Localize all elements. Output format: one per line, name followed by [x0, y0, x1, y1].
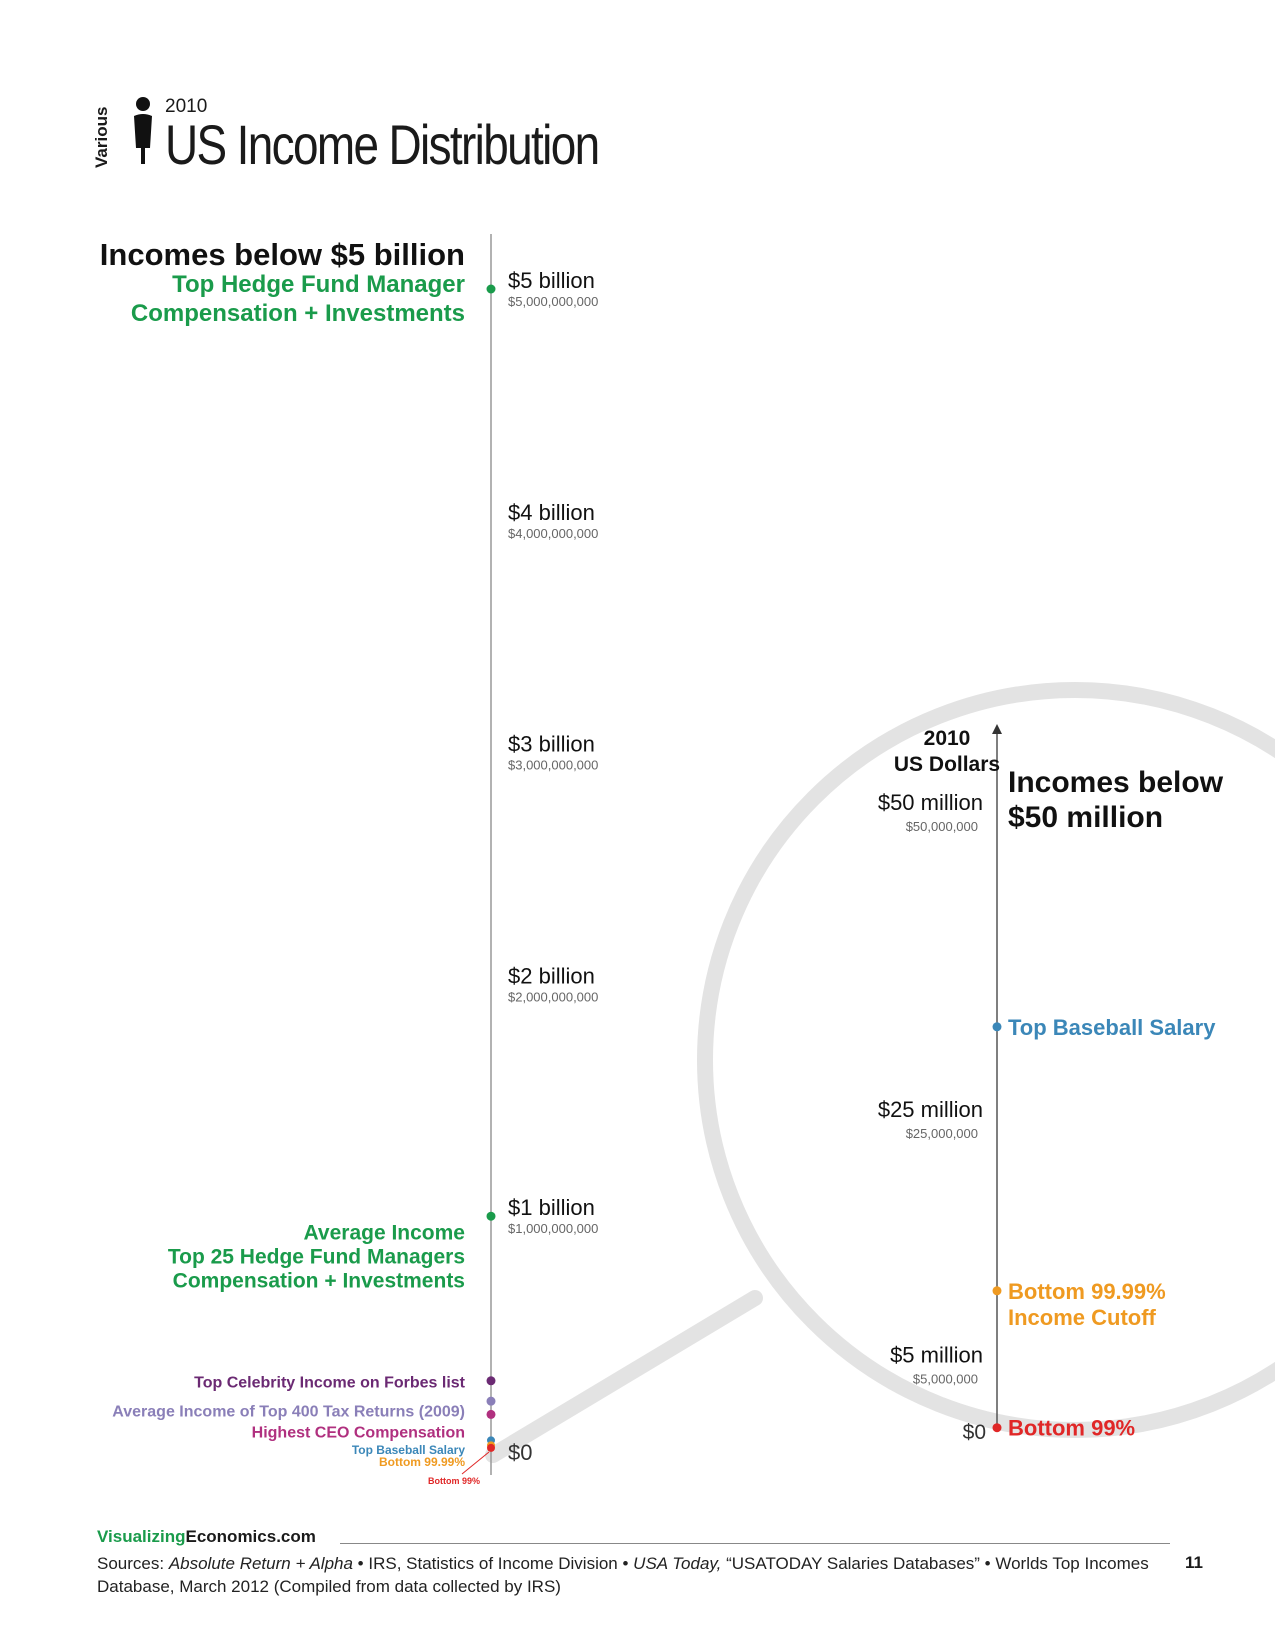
person-icon: [134, 97, 152, 164]
main-tick-label: $3 billion: [508, 732, 595, 757]
main-tick-sublabel: $1,000,000,000: [508, 1221, 598, 1236]
inset-tick-label: $50 million: [878, 790, 983, 815]
main-point-marker: [486, 1211, 496, 1221]
main-point-label: Average Income: [304, 1221, 465, 1244]
sources-text: Sources: Absolute Return + Alpha • IRS, …: [97, 1553, 1167, 1599]
inset-axis-unit: 2010: [924, 727, 971, 750]
magnifier-lens: [697, 682, 1275, 1438]
inset-point-label: Bottom 99.99%: [1008, 1279, 1166, 1304]
inset-point-marker: [992, 1022, 1002, 1032]
inset-point-marker: [992, 1423, 1002, 1433]
main-point-label: Top Baseball Salary: [352, 1443, 465, 1457]
main-point-label: Compensation + Investments: [131, 300, 465, 327]
page-number: 11: [1185, 1553, 1203, 1572]
source-usa-today: USA Today,: [633, 1554, 722, 1573]
main-point-label: Highest CEO Compensation: [252, 1425, 465, 1442]
main-point-label: Top Celebrity Income on Forbes list: [194, 1375, 466, 1392]
inset-point-label: Bottom 99%: [1008, 1416, 1135, 1441]
main-tick-sublabel: $2,000,000,000: [508, 989, 598, 1004]
inset-tick-label: $0: [963, 1421, 986, 1444]
main-tick-sublabel: $4,000,000,000: [508, 526, 598, 541]
site-name: VisualizingEconomics.com: [97, 1527, 316, 1547]
main-chart-heading: Incomes below $5 billion: [100, 237, 465, 272]
inset-tick-sublabel: $5,000,000: [913, 1372, 978, 1387]
footer-rule: [340, 1543, 1170, 1544]
inset-tick-sublabel: $50,000,000: [906, 819, 978, 834]
source-absolute-return: Absolute Return + Alpha: [168, 1554, 353, 1573]
inset-axis-arrow-icon: [992, 724, 1002, 734]
bottom-99-pointer: [461, 1451, 490, 1475]
inset-chart-heading: Incomes below: [1008, 766, 1224, 799]
sources-mid-1: • IRS, Statistics of Income Division •: [352, 1554, 634, 1573]
main-point-marker: [486, 1409, 496, 1419]
inset-tick-label: $25 million: [878, 1097, 983, 1122]
inset-point-marker: [992, 1286, 1002, 1296]
inset-chart-heading: $50 million: [1008, 801, 1163, 834]
main-tick-label: $4 billion: [508, 500, 595, 525]
inset-point-label: Income Cutoff: [1008, 1305, 1157, 1330]
magnifier-handle: [485, 1290, 763, 1463]
year-label: 2010: [165, 96, 208, 117]
main-tick-label: $1 billion: [508, 1195, 595, 1220]
inset-point-label: Top Baseball Salary: [1008, 1015, 1216, 1040]
main-point-marker: [487, 1443, 495, 1452]
main-point-marker: [486, 1396, 496, 1406]
main-point-label: Top 25 Hedge Fund Managers: [168, 1245, 465, 1268]
main-tick-label: $5 billion: [508, 268, 595, 293]
main-point-label: Top Hedge Fund Manager: [172, 271, 465, 298]
inset-axis-unit: US Dollars: [894, 753, 1000, 776]
inset-tick-label: $5 million: [890, 1343, 983, 1368]
main-point-label: Average Income of Top 400 Tax Returns (2…: [112, 1404, 465, 1421]
main-tick-label: $0: [508, 1440, 532, 1465]
main-point-marker: [486, 1376, 496, 1386]
site-name-green: Visualizing: [97, 1527, 186, 1546]
main-tick-sublabel: $5,000,000,000: [508, 294, 598, 309]
main-tick-label: $2 billion: [508, 963, 595, 988]
main-point-label: Compensation + Investments: [173, 1269, 465, 1292]
sources-prefix: Sources:: [97, 1554, 169, 1573]
main-point-label: Bottom 99.99%: [379, 1455, 465, 1469]
income-distribution-chart: Incomes below $5 billion$5 billion$5,000…: [100, 234, 1275, 1486]
main-tick-sublabel: $3,000,000,000: [508, 758, 598, 773]
main-point-label: Bottom 99%: [428, 1476, 480, 1486]
site-name-rest: Economics.com: [185, 1527, 316, 1546]
main-point-marker: [486, 284, 496, 294]
inset-tick-sublabel: $25,000,000: [906, 1126, 978, 1141]
page-title: US Income Distribution: [165, 113, 600, 176]
sources-mid-2: “USATODAY Salaries Databases” • Worlds T…: [97, 1554, 1149, 1596]
